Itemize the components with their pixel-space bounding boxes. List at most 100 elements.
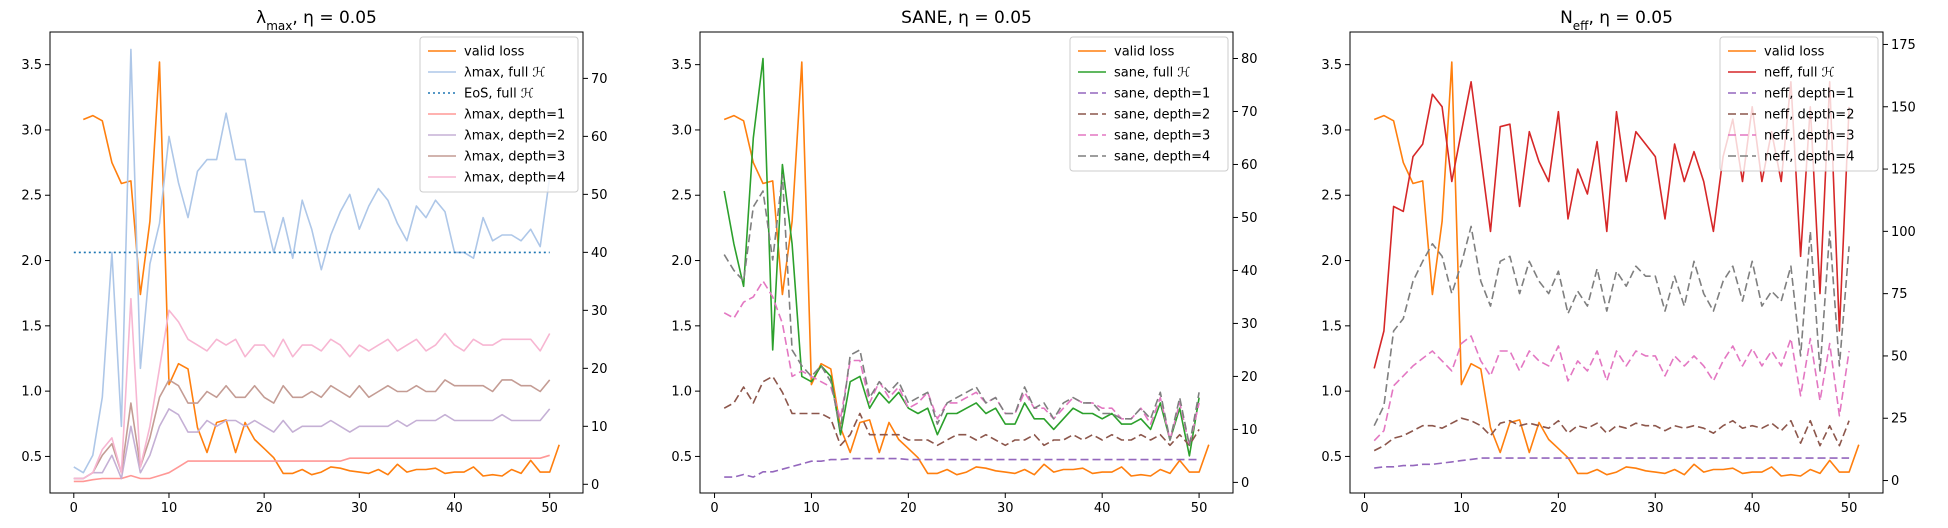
series-line-6: [1373, 225, 1850, 427]
x-tick-label: 40: [446, 501, 463, 516]
y-tick-label: 3.0: [1321, 123, 1342, 138]
series-line-4: [73, 454, 550, 483]
x-tick-label: 20: [1550, 501, 1567, 516]
series-line-3: [1374, 457, 1850, 469]
y2-tick-label: 20: [591, 362, 608, 377]
chart-title: Neff, η = 0.05: [1560, 8, 1673, 33]
y-tick-label: 3.5: [671, 58, 692, 73]
legend-entry: neff, depth=4: [1764, 150, 1854, 165]
y2-tick-label: 100: [1891, 225, 1916, 240]
series-line-4: [1373, 417, 1850, 452]
series-line-7: [73, 297, 551, 480]
x-tick-label: 30: [1647, 501, 1664, 516]
legend-entry: λmax, depth=4: [464, 171, 565, 186]
y-tick-label: 0.5: [671, 450, 692, 465]
y2-tick-label: 175: [1891, 38, 1916, 53]
legend-entry: valid loss: [1114, 45, 1175, 60]
chart-panel-1: λmax, η = 0.05 0 10 20 30 40 50 0.5 1.0 1.5 2.0 2.5…: [21, 8, 607, 516]
x-tick-label: 30: [351, 501, 368, 516]
plot-frame: [49, 31, 584, 494]
plot-frame: [1349, 31, 1884, 494]
legend-entry: valid loss: [1764, 45, 1825, 60]
y-tick-label: 2.0: [671, 254, 692, 269]
series-line-3: [724, 457, 1200, 478]
legend-box: [1719, 36, 1879, 172]
series-line-4: [723, 375, 1200, 447]
series-line-5: [723, 280, 1200, 447]
y2-tick-label: 10: [591, 420, 608, 435]
series-line-2: [73, 48, 551, 474]
chart-panel-3: Neff, η = 0.05 0 10 20 30 40 50 0.5 1.0 1.5 2.0 2.5…: [1321, 8, 1916, 516]
y-tick-label: 2.0: [21, 254, 42, 269]
legend-entry: neff, depth=1: [1764, 87, 1854, 102]
legend-entry: λmax, depth=3: [464, 150, 565, 165]
x-tick-label: 40: [1094, 501, 1111, 516]
legend-box: [419, 36, 579, 193]
legend: valid loss λmax, full ℋ EoS, full ℋ λmax, d…: [419, 36, 579, 193]
legend-entry: λmax, full ℋ: [464, 66, 545, 81]
y-tick-label: 3.0: [21, 123, 42, 138]
legend-entry: valid loss: [464, 45, 525, 60]
chart-panel-2: SANE, η = 0.05 0 10 20 30 40 50 0.5 1.0 1.5 2.0 2.5…: [671, 8, 1257, 516]
y-tick-label: 1.5: [671, 319, 692, 334]
series-line-6: [723, 174, 1200, 447]
x-tick-label: 20: [900, 501, 917, 516]
y2-tick-label: 125: [1891, 163, 1916, 178]
y-tick-label: 2.5: [21, 189, 42, 204]
legend-entry: neff, full ℋ: [1764, 66, 1835, 81]
series-line-1: [1373, 61, 1860, 477]
legend-entry: sane, depth=1: [1114, 87, 1210, 102]
y-tick-label: 2.5: [1321, 189, 1342, 204]
series-line-1: [82, 61, 560, 477]
legend-entry: neff, depth=2: [1764, 108, 1854, 123]
legend: valid loss sane, full ℋ sane, depth=1 sane,…: [1069, 36, 1229, 172]
y-tick-label: 3.5: [21, 58, 42, 73]
y-tick-label: 1.0: [1321, 385, 1342, 400]
y2-tick-label: 30: [1241, 317, 1258, 332]
y-tick-label: 1.0: [671, 385, 692, 400]
x-tick-label: 20: [256, 501, 273, 516]
y2-tick-label: 0: [1241, 476, 1249, 491]
x-tick-label: 0: [710, 501, 718, 516]
y2-tick-label: 60: [1241, 158, 1258, 173]
y2-tick-label: 0: [1891, 474, 1899, 489]
series-line-2: [723, 57, 1200, 457]
legend-box: [1069, 36, 1229, 172]
legend-entry: sane, depth=3: [1114, 129, 1210, 144]
y2-tick-label: 10: [1241, 423, 1258, 438]
chart-title: SANE, η = 0.05: [901, 8, 1032, 28]
y-tick-label: 1.5: [1321, 319, 1342, 334]
y2-tick-label: 150: [1891, 100, 1916, 115]
y-tick-label: 0.5: [1321, 450, 1342, 465]
y2-tick-label: 30: [591, 304, 608, 319]
y-tick-label: 2.0: [1321, 254, 1342, 269]
legend-entry: sane, full ℋ: [1114, 66, 1190, 81]
plot-frame: [699, 31, 1234, 494]
y-tick-label: 1.5: [21, 319, 42, 334]
y2-tick-label: 40: [1241, 264, 1258, 279]
legend-entry: λmax, depth=2: [464, 129, 565, 144]
x-tick-label: 40: [1744, 501, 1761, 516]
series-line-5: [1373, 335, 1850, 442]
y2-tick-label: 50: [1891, 349, 1908, 364]
legend-entry: λmax, depth=1: [464, 108, 565, 123]
y2-tick-label: 25: [1891, 412, 1908, 427]
legend-entry: neff, depth=3: [1764, 129, 1854, 144]
y-tick-label: 0.5: [21, 450, 42, 465]
y-tick-label: 3.0: [671, 123, 692, 138]
y2-tick-label: 80: [1241, 52, 1258, 67]
y2-tick-label: 70: [1241, 105, 1258, 120]
x-tick-label: 0: [1360, 501, 1368, 516]
chart-title: λmax, η = 0.05: [256, 8, 377, 33]
x-tick-label: 50: [1191, 501, 1208, 516]
y2-tick-label: 50: [1241, 211, 1258, 226]
legend-entry: EoS, full ℋ: [464, 87, 534, 102]
y-tick-label: 2.5: [671, 189, 692, 204]
series-line-6: [73, 379, 551, 480]
y-tick-label: 3.5: [1321, 58, 1342, 73]
series-line-5: [73, 408, 551, 480]
legend-entry: sane, depth=4: [1114, 150, 1210, 165]
x-tick-label: 10: [803, 501, 820, 516]
y-tick-label: 1.0: [21, 385, 42, 400]
